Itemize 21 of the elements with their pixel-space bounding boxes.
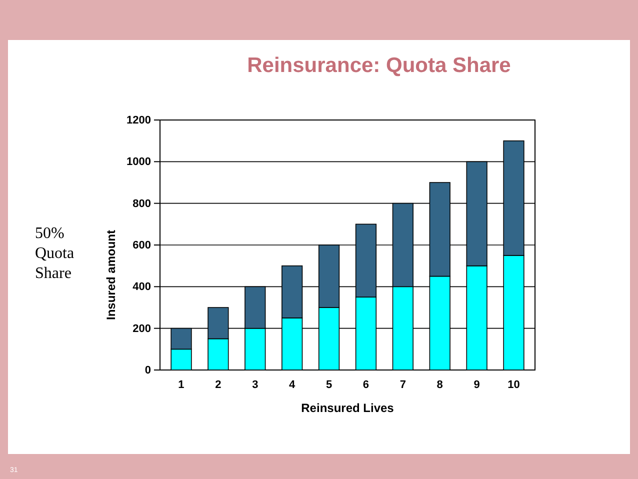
y-tick-label: 200 [132,322,151,335]
text: 50% Quota Share [35,225,74,282]
y-tick-label: 400 [132,281,151,294]
x-tick-label: 7 [400,378,406,391]
y-tick-label: 1000 [126,156,151,168]
x-tick-label: 6 [362,378,370,391]
x-tick-label: 2 [215,378,222,391]
y-tick-label: 800 [132,198,151,210]
y-tick-label: 0 [144,364,151,377]
x-tick-label: 8 [436,378,443,391]
x-axis-title: Reinsured Lives [301,401,394,415]
x-tick-label: 4 [289,378,296,391]
x-tick-label: 9 [474,378,480,391]
chart-title: Reinsurance: Quota Share [247,54,511,77]
x-tick-label: 1 [178,378,184,391]
y-tick-label: 1200 [126,114,151,127]
y-axis-title: Insured amount [104,230,118,320]
x-tick-label: 3 [252,378,258,391]
y-tick-label: 600 [132,240,151,252]
x-tick-label: 10 [508,378,520,391]
x-tick-label: 5 [326,378,332,391]
